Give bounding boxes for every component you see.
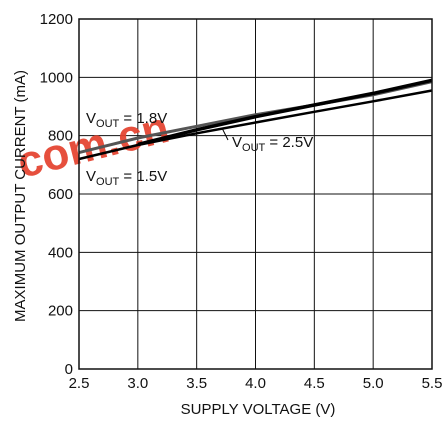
series-label-vout-1-5v: VOUT = 1.5V — [86, 168, 167, 188]
series-label-vout-1-8v: VOUT = 1.8V — [86, 110, 167, 130]
y-tick-label: 1200 — [40, 11, 73, 28]
y-tick-label: 400 — [48, 244, 73, 261]
x-tick-label: 3.5 — [186, 375, 207, 392]
y-tick-label: 800 — [48, 128, 73, 145]
axis-layer: 2.5 3.0 3.5 4.0 4.5 5.0 5.5 0 200 400 600 800 1000 12… — [40, 11, 443, 392]
x-tick-label: 3.0 — [127, 375, 148, 392]
y-tick-label: 0 — [65, 361, 73, 378]
grid-layer — [78, 18, 433, 370]
y-tick-label: 600 — [48, 186, 73, 203]
y-axis-title: MAXIMUM OUTPUT CURRENT (mA) — [12, 70, 29, 322]
series-label-vout-2-5v: VOUT = 2.5V — [232, 134, 313, 154]
x-tick-label: 4.5 — [304, 375, 325, 392]
x-tick-label: 5.0 — [363, 375, 384, 392]
x-tick-label: 2.5 — [69, 375, 90, 392]
x-tick-label: 4.0 — [245, 375, 266, 392]
labels-layer: VOUT = 1.8V VOUT = 2.5V VOUT = 1.5V — [86, 110, 313, 188]
y-tick-label: 1000 — [40, 69, 73, 86]
y-tick-label: 200 — [48, 303, 73, 320]
x-tick-label: 5.5 — [422, 375, 443, 392]
series-layer — [78, 78, 433, 161]
series-label-leader — [221, 127, 229, 141]
x-axis-title: SUPPLY VOLTAGE (V) — [181, 401, 336, 418]
series-line-vout-2-5v — [137, 78, 433, 147]
series-line-vout-1-5v — [78, 89, 433, 161]
plot-frame — [78, 18, 433, 370]
